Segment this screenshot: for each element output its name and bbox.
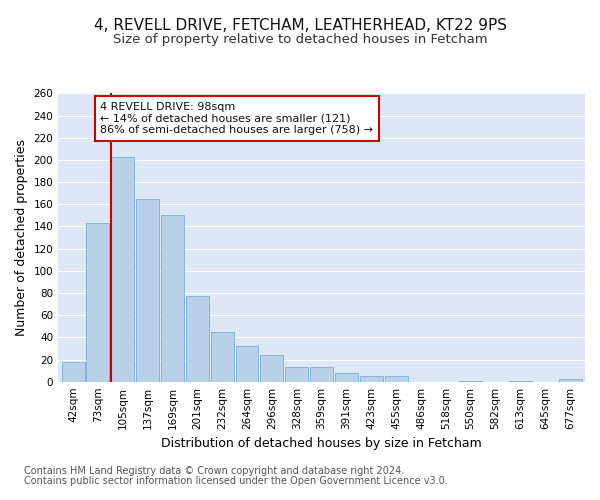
Bar <box>459 380 482 382</box>
Bar <box>236 346 259 382</box>
Text: 4 REVELL DRIVE: 98sqm
← 14% of detached houses are smaller (121)
86% of semi-det: 4 REVELL DRIVE: 98sqm ← 14% of detached … <box>100 102 373 135</box>
Bar <box>86 223 109 382</box>
Y-axis label: Number of detached properties: Number of detached properties <box>15 139 28 336</box>
Bar <box>509 380 532 382</box>
Bar <box>335 373 358 382</box>
Bar <box>385 376 407 382</box>
Bar <box>136 198 159 382</box>
Bar <box>62 362 85 382</box>
Text: 4, REVELL DRIVE, FETCHAM, LEATHERHEAD, KT22 9PS: 4, REVELL DRIVE, FETCHAM, LEATHERHEAD, K… <box>94 18 506 32</box>
Text: Size of property relative to detached houses in Fetcham: Size of property relative to detached ho… <box>113 32 487 46</box>
Bar <box>112 156 134 382</box>
Bar <box>559 380 581 382</box>
Bar <box>260 355 283 382</box>
Text: Contains public sector information licensed under the Open Government Licence v3: Contains public sector information licen… <box>24 476 448 486</box>
Bar <box>310 368 333 382</box>
Bar <box>161 216 184 382</box>
X-axis label: Distribution of detached houses by size in Fetcham: Distribution of detached houses by size … <box>161 437 482 450</box>
Bar <box>286 368 308 382</box>
Bar <box>360 376 383 382</box>
Bar <box>186 296 209 382</box>
Text: Contains HM Land Registry data © Crown copyright and database right 2024.: Contains HM Land Registry data © Crown c… <box>24 466 404 476</box>
Bar <box>211 332 233 382</box>
